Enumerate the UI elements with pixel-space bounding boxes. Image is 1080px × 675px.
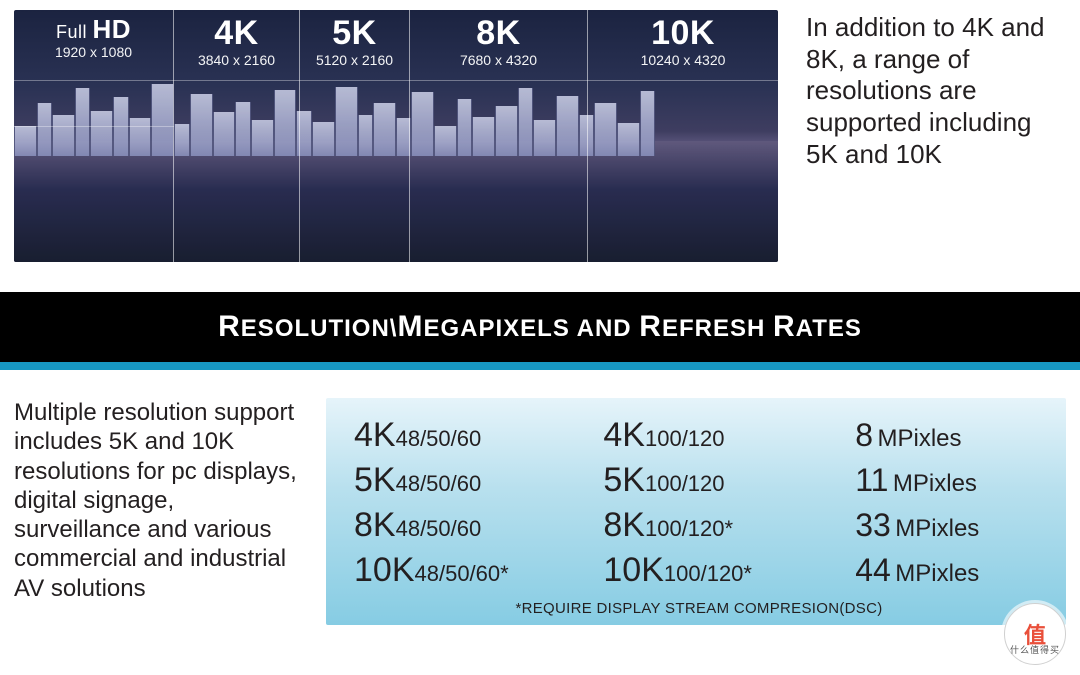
bottom-section: Multiple resolution support includes 5K … [0,370,1080,625]
mp-cell: 8 MPixles [829,414,1044,457]
bottom-paragraph: Multiple resolution support includes 5K … [14,398,300,625]
table-row: 5K48/50/60 5K100/120 11 MPixles [354,459,1044,502]
res-dim: 1920 x 1080 [14,44,173,60]
top-section: Full HD 1920 x 1080 4K 3840 x 2160 5K 51… [0,0,1080,262]
res-dim: 10240 x 4320 [588,52,778,68]
banner-section: RESOLUTION\MEGAPIXELS AND REFRESH RATES [0,292,1080,370]
banner-accent-bar [0,362,1080,370]
rate-cell: 8K100/120* [577,504,827,547]
res-name: 10K [588,16,778,50]
res-cell-10k: 10K 10240 x 4320 [588,10,778,262]
rate-cell: 8K48/50/60 [354,504,575,547]
res-cell-5k: 5K 5120 x 2160 [300,10,410,262]
mp-cell: 44 MPixles [829,549,1044,592]
table-row: 10K48/50/60* 10K100/120* 44 MPixles [354,549,1044,592]
table-row: 4K48/50/60 4K100/120 8 MPixles [354,414,1044,457]
rates-footnote: *REQUIRE DISPLAY STREAM COMPRESION(DSC) [352,600,1046,617]
rates-panel: 4K48/50/60 4K100/120 8 MPixles 5K48/50/6… [326,398,1066,625]
rate-cell: 5K100/120 [577,459,827,502]
rates-table: 4K48/50/60 4K100/120 8 MPixles 5K48/50/6… [352,412,1046,594]
hero-image: Full HD 1920 x 1080 4K 3840 x 2160 5K 51… [14,10,778,262]
res-cell-4k: 4K 3840 x 2160 [174,10,300,262]
rate-cell: 10K100/120* [577,549,827,592]
resolution-overlay: Full HD 1920 x 1080 4K 3840 x 2160 5K 51… [14,10,778,262]
top-paragraph: In addition to 4K and 8K, a range of res… [806,10,1066,262]
res-cell-8k: 8K 7680 x 4320 [410,10,588,262]
res-dim: 5120 x 2160 [300,52,409,68]
res-dim: 3840 x 2160 [174,52,299,68]
rate-cell: 10K48/50/60* [354,549,575,592]
watermark-sub: 什么值得买 [1010,643,1060,656]
res-name: 4K [174,16,299,50]
res-name: 5K [300,16,409,50]
rate-cell: 5K48/50/60 [354,459,575,502]
res-name: 8K [410,16,587,50]
mp-cell: 33 MPixles [829,504,1044,547]
rate-cell: 4K100/120 [577,414,827,457]
res-cell-hd: Full HD 1920 x 1080 [14,10,174,262]
mp-cell: 11 MPixles [829,459,1044,502]
table-row: 8K48/50/60 8K100/120* 33 MPixles [354,504,1044,547]
banner-title: RESOLUTION\MEGAPIXELS AND REFRESH RATES [0,292,1080,362]
res-name: Full HD [14,16,173,42]
watermark-badge: 值 什么值得买 [1004,603,1066,665]
rate-cell: 4K48/50/60 [354,414,575,457]
res-dim: 7680 x 4320 [410,52,587,68]
